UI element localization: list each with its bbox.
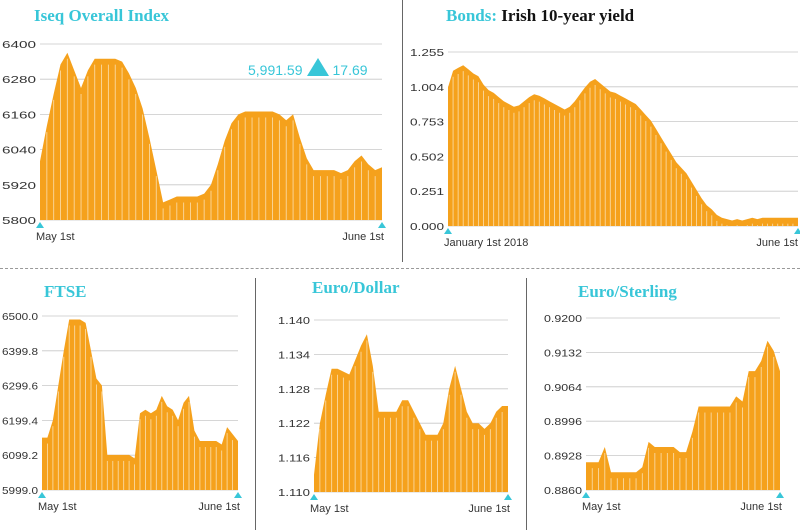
- iseq-ytick-label: 5920: [2, 180, 36, 192]
- iseq-xlabel-end: June 1st: [342, 231, 384, 243]
- bonds-ytick-label: 0.000: [410, 221, 444, 233]
- divider-vertical-bottom-right: [526, 278, 527, 530]
- ftse-ytick-label: 6299.6: [2, 381, 38, 393]
- eurusd-area: [314, 334, 508, 492]
- bonds-subtitle: Irish 10-year yield: [501, 6, 635, 25]
- iseq-ytick-label: 6280: [2, 74, 36, 86]
- ftse-ytick-label: 6500.0: [2, 311, 38, 323]
- up-arrow-icon: [306, 58, 329, 76]
- bonds-xlabel-start: January 1st 2018: [444, 237, 528, 249]
- ftse-panel: FTSE 6500.0 6399.8 6299.6 6199.4 6099.2 5999.…: [0, 272, 254, 530]
- eurusd-ytick-label: 1.128: [278, 384, 310, 396]
- ftse-ytick-label: 6099.2: [2, 450, 38, 462]
- iseq-title: Iseq Overall Index: [34, 6, 170, 25]
- ftse-ytick-label: 6399.8: [2, 346, 38, 358]
- iseq-start-marker-icon: [36, 222, 44, 228]
- eurusd-end-marker-icon: [504, 494, 512, 500]
- ftse-xlabel-start: May 1st: [38, 501, 77, 513]
- bonds-xlabel-end: June 1st: [756, 237, 798, 249]
- bonds-title: Bonds: Irish 10-year yield: [446, 6, 635, 25]
- bonds-ytick-label: 1.004: [410, 82, 444, 94]
- eurgbp-xlabel-start: May 1st: [582, 501, 621, 513]
- iseq-change-value: 5,991.59: [248, 62, 303, 78]
- eurgbp-end-marker-icon: [776, 492, 784, 498]
- eurgbp-ytick-label: 0.9132: [544, 347, 582, 359]
- eurusd-ytick-label: 1.116: [278, 453, 310, 465]
- ftse-chart: 6500.0 6399.8 6299.6 6199.4 6099.2 5999.0May …: [2, 311, 242, 513]
- divider-horizontal: [0, 268, 800, 269]
- iseq-area: [40, 52, 382, 220]
- eurgbp-panel: Euro/Sterling 0.9200 0.9132 0.9064 0.8996 0.…: [528, 272, 800, 530]
- bonds-end-marker-icon: [794, 228, 800, 234]
- eurusd-panel: Euro/Dollar 1.140 1.134 1.128 1.122 1.116 1.1…: [258, 272, 524, 530]
- eurgbp-ytick-label: 0.8996: [544, 416, 582, 428]
- iseq-ytick-label: 6160: [2, 109, 36, 121]
- divider-vertical-top: [402, 0, 403, 262]
- iseq-change-delta: 17.69: [332, 62, 368, 78]
- eurgbp-ytick-label: 0.9200: [544, 313, 582, 325]
- eurusd-ytick-label: 1.140: [278, 315, 310, 327]
- iseq-xlabel-start: May 1st: [36, 231, 75, 243]
- bonds-ytick-label: 1.255: [410, 47, 444, 59]
- eurgbp-ytick-label: 0.8860: [544, 485, 582, 497]
- eurgbp-chart: 0.9200 0.9132 0.9064 0.8996 0.8928 0.8860May …: [544, 313, 784, 513]
- eurgbp-area: [586, 340, 780, 490]
- ftse-ytick-label: 6199.4: [2, 415, 38, 427]
- bonds-ytick-label: 0.502: [410, 151, 444, 163]
- iseq-change: 5,991.59 17.69: [248, 58, 368, 78]
- eurusd-ytick-label: 1.110: [278, 487, 310, 499]
- ftse-title: FTSE: [44, 282, 87, 301]
- iseq-ytick-label: 6040: [2, 145, 36, 157]
- eurusd-start-marker-icon: [310, 494, 318, 500]
- eurusd-xlabel-start: May 1st: [310, 503, 349, 515]
- bonds-ytick-label: 0.753: [410, 117, 444, 129]
- bonds-panel: Bonds: Irish 10-year yield 1.255 1.004 0.7…: [404, 0, 800, 262]
- eurusd-title: Euro/Dollar: [312, 278, 400, 297]
- eurusd-xlabel-end: June 1st: [468, 503, 510, 515]
- eurusd-ytick-label: 1.134: [278, 349, 310, 361]
- iseq-panel: Iseq Overall Index 5,991.59 17.69 6400 628…: [0, 0, 400, 262]
- eurgbp-ytick-label: 0.8928: [544, 451, 582, 463]
- eurgbp-start-marker-icon: [582, 492, 590, 498]
- bonds-ytick-label: 0.251: [410, 186, 444, 198]
- eurgbp-title: Euro/Sterling: [578, 282, 677, 301]
- ftse-xlabel-end: June 1st: [198, 501, 240, 513]
- eurusd-ytick-label: 1.122: [278, 418, 310, 430]
- bonds-start-marker-icon: [444, 228, 452, 234]
- eurgbp-xlabel-end: June 1st: [740, 501, 782, 513]
- ftse-ytick-label: 5999.0: [2, 485, 38, 497]
- ftse-end-marker-icon: [234, 492, 242, 498]
- divider-vertical-bottom-left: [255, 278, 256, 530]
- eurgbp-ytick-label: 0.9064: [544, 382, 582, 394]
- iseq-ytick-label: 5800: [2, 215, 36, 227]
- bonds-area: [448, 65, 798, 226]
- iseq-ytick-label: 6400: [2, 39, 36, 51]
- ftse-start-marker-icon: [38, 492, 46, 498]
- iseq-end-marker-icon: [378, 222, 386, 228]
